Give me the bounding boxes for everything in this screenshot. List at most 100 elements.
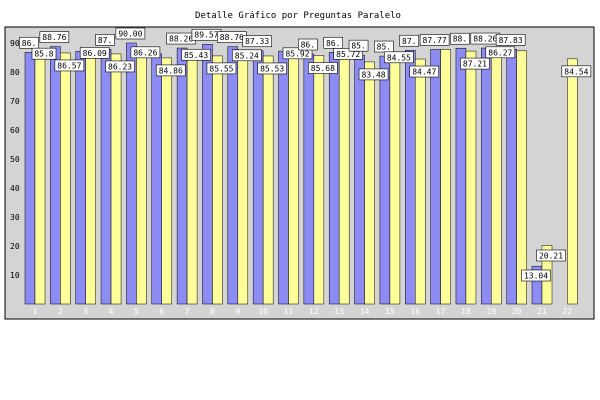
bar: [85, 54, 96, 305]
chart-title: Detalle Gráfico por Preguntas Paralelo: [195, 11, 401, 21]
data-label-box: [105, 60, 135, 73]
bar: [313, 55, 325, 305]
x-tick-label: 6: [159, 307, 164, 316]
bar: [60, 52, 71, 305]
data-label: 85.68: [311, 64, 335, 73]
data-label-box: [450, 32, 470, 45]
bar: [151, 53, 162, 305]
data-label: 84.47: [412, 68, 436, 77]
bar: [328, 52, 340, 305]
data-label-box: [31, 47, 57, 60]
bar: [75, 51, 86, 305]
data-label: 86.27: [488, 48, 512, 57]
data-label-box: [358, 68, 389, 81]
x-tick-label: 4: [109, 307, 114, 316]
bar: [303, 53, 315, 305]
data-label-box: [19, 36, 39, 49]
y-tick-label: 40: [10, 184, 20, 193]
data-label-box: [384, 51, 414, 64]
data-label: 85.43: [184, 51, 208, 60]
bar: [50, 46, 61, 305]
x-tick-label: 16: [410, 307, 420, 316]
bar: [465, 50, 477, 305]
x-tick-label: 12: [309, 307, 319, 316]
data-label-box: [399, 34, 420, 47]
data-label: 84.86: [159, 66, 183, 75]
bar: [389, 58, 401, 305]
data-label: 86.: [326, 39, 340, 48]
bar: [354, 54, 365, 305]
data-label-box: [232, 49, 262, 62]
data-label: 88.26: [169, 35, 193, 44]
x-tick-label: 13: [334, 307, 344, 316]
bar: [34, 54, 46, 305]
data-label-box: [536, 249, 566, 262]
x-tick-label: 3: [83, 307, 88, 316]
bar: [136, 53, 147, 305]
data-label-box: [95, 34, 115, 46]
data-label: 85.8: [34, 50, 53, 59]
bar: [126, 42, 137, 305]
x-tick-label: 9: [235, 307, 240, 316]
data-label: 13.04: [524, 272, 548, 281]
x-tick-label: 5: [134, 307, 139, 316]
bar: [338, 55, 350, 305]
bar: [491, 53, 502, 305]
data-label: 86.: [301, 41, 315, 50]
x-tick-label: 17: [436, 307, 446, 316]
data-label: 87.: [402, 37, 416, 46]
data-label-box: [115, 27, 146, 40]
data-label-box: [298, 38, 318, 51]
data-label: 85.55: [209, 64, 233, 73]
bar: [364, 61, 375, 305]
bar: [405, 50, 416, 305]
x-tick-label: 18: [461, 307, 471, 316]
data-label-box: [79, 47, 110, 59]
data-label-box: [561, 65, 592, 78]
bar: [212, 55, 223, 305]
x-tick-label: 2: [58, 307, 63, 316]
data-label-box: [155, 64, 186, 77]
x-tick-label: 20: [512, 307, 522, 316]
x-tick-label: 1: [33, 307, 38, 316]
data-label: 86.: [22, 39, 36, 48]
data-label: 90.00: [118, 30, 142, 39]
x-tick-label: 19: [486, 307, 496, 316]
data-label-box: [181, 48, 211, 61]
bar: [186, 56, 198, 305]
bar: [227, 46, 239, 305]
x-tick-label: 10: [258, 307, 268, 316]
x-tick-label: 15: [385, 307, 395, 316]
bar: [430, 49, 441, 305]
data-label: 20.21: [539, 252, 563, 261]
data-label: 86.26: [133, 48, 157, 57]
x-axis: 1 2 3 4 5 6 7 8 9 10 11 12 13 14 15 16 17 18 19 20 21 22: [33, 307, 573, 316]
bar: [278, 50, 289, 305]
data-label-box: [206, 62, 237, 75]
bar: [252, 50, 264, 305]
y-tick-label: 70: [10, 97, 20, 106]
bar: [262, 55, 274, 305]
bar: [161, 57, 172, 305]
bar: [24, 52, 36, 305]
bar: [506, 49, 517, 305]
data-label: 85.72: [336, 50, 360, 59]
bar: [100, 49, 112, 305]
x-tick-label: 14: [360, 307, 370, 316]
data-label: 86.57: [57, 61, 81, 70]
x-tick-label: 11: [284, 307, 294, 316]
bar: [288, 54, 299, 305]
data-label-box: [54, 59, 85, 72]
x-tick-label: 8: [210, 307, 215, 316]
bar: [379, 55, 391, 305]
data-label: 85.24: [235, 51, 259, 60]
x-tick-label: 21: [537, 307, 547, 316]
data-label: 87.33: [245, 37, 269, 46]
data-label-box: [130, 46, 161, 59]
bar: [516, 50, 527, 305]
data-label-box: [485, 46, 516, 59]
bar: [455, 47, 467, 305]
data-label: 84.55: [387, 53, 411, 62]
y-tick-label: 10: [10, 271, 20, 280]
